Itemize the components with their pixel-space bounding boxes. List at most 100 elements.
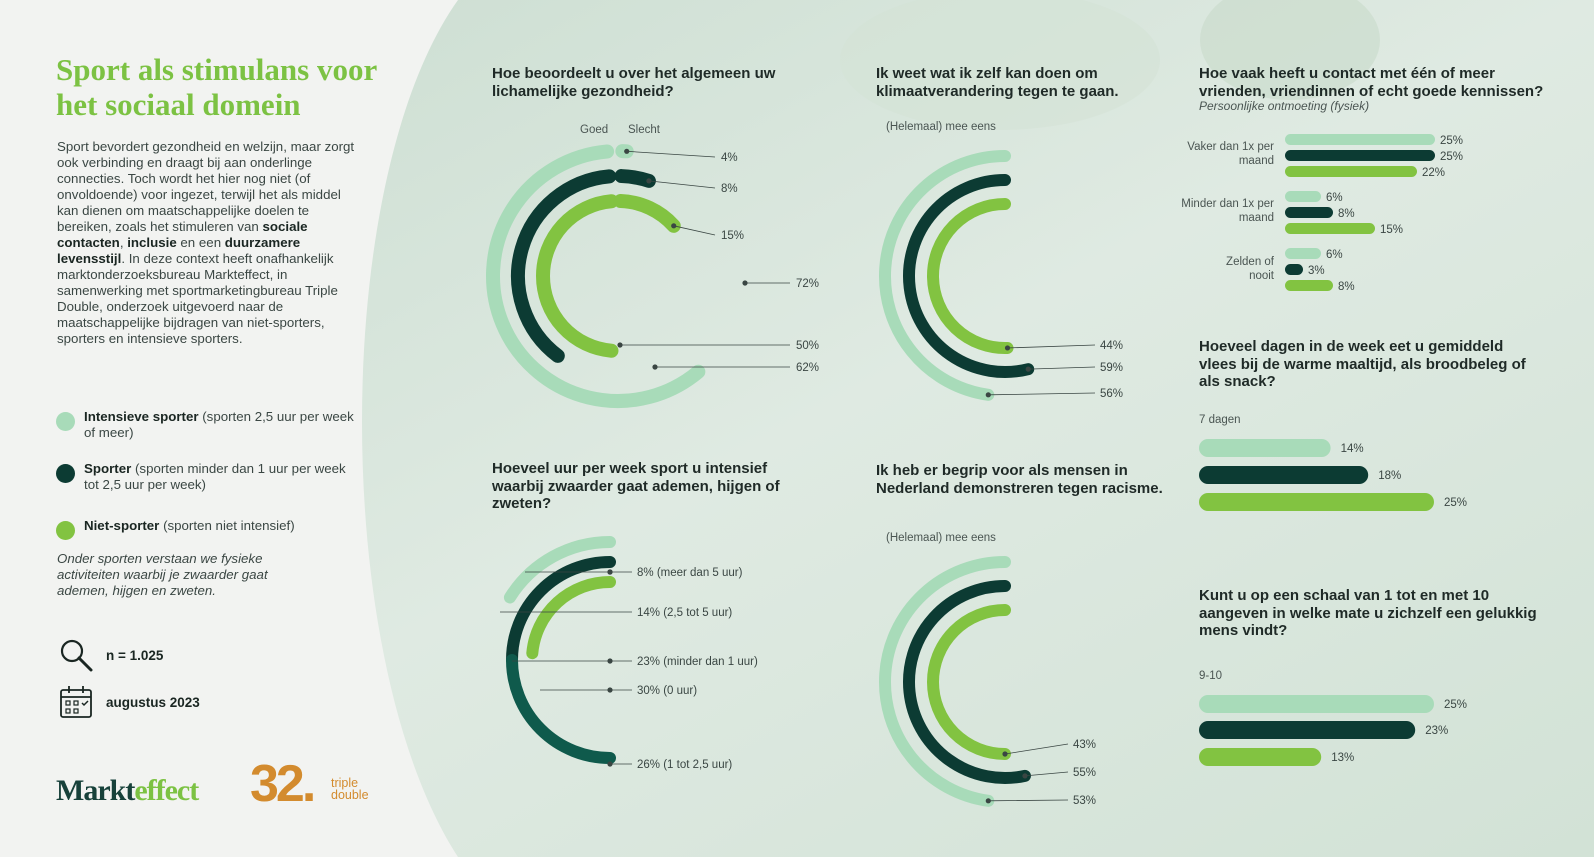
green-dot-icon xyxy=(56,521,75,540)
chart3-bar-2-0 xyxy=(1285,248,1321,259)
chart3-label-1-1: 8% xyxy=(1338,208,1355,220)
chart6-bar-0 xyxy=(1199,439,1331,457)
chart6-label-1: 18% xyxy=(1378,470,1401,482)
chart4-dot-4 xyxy=(607,761,613,767)
chart3-cat-0: Vaker dan 1x per maand xyxy=(1187,141,1274,167)
chart4-dot-2 xyxy=(607,658,613,664)
chart4-label-3: 30% (0 uur) xyxy=(637,685,697,697)
chart3-title: Hoe vaak heeft u contact met één of meer… xyxy=(1199,65,1544,100)
chart1-label-slecht-1: 8% xyxy=(721,183,738,195)
chart1-label-goed-2: 50% xyxy=(796,340,819,352)
chart3-bar-1-0 xyxy=(1285,191,1321,202)
chart5-dot-1 xyxy=(1022,773,1028,779)
chart2-label-2: 44% xyxy=(1100,340,1123,352)
chart3-label-0-0: 25% xyxy=(1440,135,1463,147)
chart3-subtitle: Persoonlijke ontmoeting (fysiek) xyxy=(1199,99,1370,113)
magnifier-icon xyxy=(60,639,93,672)
chart2-leader-2 xyxy=(1007,344,1096,349)
chart1-header-goed: Goed xyxy=(580,124,609,136)
chart4-arc-1b xyxy=(506,654,616,764)
chart1-arc-goed-2 xyxy=(536,194,619,358)
chart1-dot-slecht-0 xyxy=(624,148,630,154)
chart1-arc-goed-0 xyxy=(486,144,706,408)
chart5-leader-2 xyxy=(1004,743,1069,755)
chart1-dot-slecht-1 xyxy=(646,178,652,184)
chart2-label-1: 59% xyxy=(1100,362,1123,374)
chart1-label-goed-0: 72% xyxy=(796,278,819,290)
chart4-label-1: 14% (2,5 tot 5 uur) xyxy=(637,607,732,619)
chart6-title: Hoeveel dagen in de week eet u gemiddeld… xyxy=(1199,338,1526,390)
chart5-dot-0 xyxy=(985,798,991,804)
markteffect-logo: Markteffect xyxy=(56,774,199,807)
chart4-label-2: 23% (minder dan 1 uur) xyxy=(637,656,758,668)
chart1-label-slecht-2: 15% xyxy=(721,230,744,242)
legend-intensieve-sporter: Intensieve sporter (sporten 2,5 uur per … xyxy=(56,409,356,441)
chart6-bar-1 xyxy=(1199,466,1369,484)
chart2-arc-2 xyxy=(927,198,1014,354)
chart5-title: Ik heb er begrip voor als mensen in Nede… xyxy=(876,462,1163,497)
chart5-arc-1 xyxy=(903,580,1031,784)
footnote: Onder sporten verstaan we fysieke activi… xyxy=(57,551,268,598)
chart1-title: Hoe beoordeelt u over het algemeen uw li… xyxy=(492,65,776,100)
chart1-arc-slecht-1 xyxy=(614,169,656,188)
chart4-dot-3 xyxy=(607,687,613,693)
chart5-dot-2 xyxy=(1002,751,1008,757)
chart6-label-0: 14% xyxy=(1341,443,1364,455)
chart3-label-2-2: 8% xyxy=(1338,281,1355,293)
chart4-dot-1 xyxy=(607,569,613,575)
chart4-label-4: 26% (1 tot 2,5 uur) xyxy=(637,759,732,771)
chart3-bar-0-0 xyxy=(1285,134,1435,145)
chart5-arc-0 xyxy=(879,556,1011,807)
chart7-bar-1 xyxy=(1199,721,1416,739)
chart6-bar-2 xyxy=(1199,493,1434,511)
chart1-label-goed-1: 62% xyxy=(796,362,819,374)
chart3-bar-1-1 xyxy=(1285,207,1333,218)
chart2-dot-1 xyxy=(1025,366,1031,372)
chart1-dot-goed-2 xyxy=(617,342,623,348)
chart3-bar-2-1 xyxy=(1285,264,1303,275)
light-dot-icon xyxy=(56,412,75,431)
chart3-bar-2-2 xyxy=(1285,280,1333,291)
chart1-arc-goed-1 xyxy=(511,169,617,363)
chart3-label-1-2: 15% xyxy=(1380,224,1403,236)
sample-size: n = 1.025 xyxy=(58,637,163,673)
chart2-subtitle: (Helemaal) mee eens xyxy=(886,121,996,133)
chart3-bar-0-1 xyxy=(1285,150,1435,161)
chart1-dot-goed-0 xyxy=(742,280,748,286)
survey-date: augustus 2023 xyxy=(58,684,200,720)
chart4-label-0: 8% (meer dan 5 uur) xyxy=(637,567,743,579)
chart6-label-2: 25% xyxy=(1444,497,1467,509)
chart1-dot-slecht-2 xyxy=(671,223,677,229)
page-title: Sport als stimulans voor het sociaal dom… xyxy=(56,52,377,122)
chart5-arc-2 xyxy=(927,604,1011,760)
chart1-arc-slecht-2 xyxy=(613,194,681,233)
chart4-arc-1 xyxy=(506,556,616,666)
chart5-label-2: 43% xyxy=(1073,739,1096,751)
legend-niet-sporter: Niet-sporter (sporten niet intensief) xyxy=(56,518,356,540)
chart3-bar-0-2 xyxy=(1285,166,1417,177)
chart5-subtitle: (Helemaal) mee eens xyxy=(886,532,996,544)
chart7-category: 9-10 xyxy=(1199,670,1223,682)
chart4-title: Hoeveel uur per week sport u intensief w… xyxy=(492,460,780,512)
legend-sporter: Sporter (sporten minder dan 1 uur per we… xyxy=(56,461,356,493)
chart1-leader-slecht-2 xyxy=(673,225,716,236)
chart1-label-slecht-0: 4% xyxy=(721,152,738,164)
chart2-leader-0 xyxy=(988,392,1096,396)
chart3-cat-2: Zelden of nooit xyxy=(1226,256,1274,282)
chart2-label-0: 56% xyxy=(1100,388,1123,400)
chart3-label-0-1: 25% xyxy=(1440,151,1463,163)
chart3-label-1-0: 6% xyxy=(1326,192,1343,204)
chart7-bar-0 xyxy=(1199,695,1434,713)
chart7-bar-2 xyxy=(1199,748,1322,766)
chart6-category: 7 dagen xyxy=(1199,414,1241,426)
chart4-arc-2 xyxy=(526,576,616,660)
intro-text: Sport bevordert gezondheid en welzijn, m… xyxy=(57,139,355,346)
chart3-label-2-1: 3% xyxy=(1308,265,1325,277)
dark-dot-icon xyxy=(56,464,75,483)
chart5-label-0: 53% xyxy=(1073,795,1096,807)
chart5-label-1: 55% xyxy=(1073,767,1096,779)
calendar-icon xyxy=(60,686,92,718)
chart2-dot-0 xyxy=(985,392,991,398)
chart7-label-0: 25% xyxy=(1444,699,1467,711)
